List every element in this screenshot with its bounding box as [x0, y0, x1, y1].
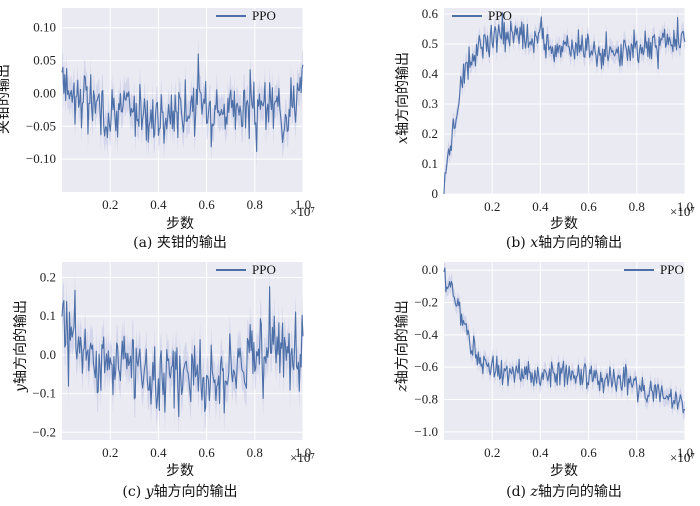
xtick-label: 1.0 [295, 445, 311, 460]
ytick-label: −0.2 [32, 424, 56, 439]
ylabel-c: y轴方向的输出 [10, 300, 30, 392]
ytick-label: −0.6 [414, 359, 438, 374]
legend-b: PPO [452, 8, 512, 24]
xtick-label: 0.4 [150, 445, 167, 460]
series-band-b [444, 8, 685, 194]
chart-d: 0.2 0.4 0.6 0.8 1.0 0.0 −0.2 −0.4 −0.6 −0.8 −1.0 [414, 262, 693, 460]
ytick-label: 0.05 [33, 53, 56, 68]
series-line-b [443, 12, 686, 195]
ytick-label: 0.3 [422, 96, 438, 111]
xtick-label: 0.4 [150, 197, 167, 212]
legend-label-d: PPO [660, 262, 684, 277]
legend-swatch-b [452, 15, 482, 17]
ylabel-var-d: z [394, 384, 411, 392]
series-line-c [61, 286, 304, 418]
xlabel-d: 步数 [550, 463, 578, 479]
caption-b-post: 轴方向的输出 [538, 235, 623, 251]
ylabel-text-b: 轴方向的输出 [394, 52, 411, 137]
caption-b-var: x [530, 235, 539, 251]
xtick-label: 0.2 [102, 197, 118, 212]
ylabel-var-b: x [394, 136, 411, 144]
caption-c-post: 轴方向的输出 [153, 484, 238, 500]
ylabel-d: z轴方向的输出 [392, 300, 412, 391]
ytick-label: 0.1 [40, 308, 56, 323]
chart-c: 0.2 0.4 0.6 0.8 1.0 0.2 0.1 0.0 −0.1 −0.2 [32, 262, 311, 460]
ylabel-text-c: 轴方向的输出 [12, 300, 29, 385]
xlabel-b: 步数 [550, 216, 578, 232]
xtick-label: 0.2 [484, 445, 500, 460]
multiplier-b: ×10⁷ [670, 204, 695, 219]
ylabel-var-c: y [12, 384, 29, 392]
ytick-label: 0.2 [40, 269, 56, 284]
xtick-label: 0.8 [629, 445, 645, 460]
ytick-label: 0.4 [422, 66, 439, 81]
chart-a: 0.2 0.4 0.6 0.8 1.0 0.10 0.05 0.00 −0.05 −0.10 [26, 8, 311, 212]
multiplier-c: ×10⁷ [290, 450, 315, 465]
legend-swatch-d [624, 269, 654, 271]
xtick-label: 1.0 [295, 197, 311, 212]
legend-a: PPO [216, 8, 276, 24]
legend-c: PPO [216, 262, 276, 278]
caption-a: (a) 夹钳的输出 [133, 235, 227, 251]
series-line-a [61, 53, 304, 153]
ytick-label: 0.6 [422, 6, 439, 21]
ytick-label: 0.00 [33, 85, 56, 100]
ytick-label: −0.8 [414, 392, 438, 407]
legend-label-a: PPO [252, 8, 276, 23]
multiplier-d: ×10⁷ [670, 450, 695, 465]
chart-b: 0.2 0.4 0.6 0.8 1.0 0.6 0.5 0.4 0.3 0.2 0.1 0 [422, 6, 693, 214]
caption-d-pre: (d) [506, 484, 531, 500]
legend-swatch-c [216, 269, 246, 271]
xtick-label: 0.6 [198, 197, 215, 212]
series-band-c [62, 267, 303, 437]
ytick-label: −0.1 [32, 386, 56, 401]
series-line-d [443, 267, 686, 414]
ytick-label: 0.0 [40, 347, 56, 362]
ytick-label: −1.0 [414, 424, 438, 439]
ytick-label: 0.1 [422, 156, 438, 171]
ytick-label: 0.2 [422, 126, 438, 141]
ytick-label: −0.05 [26, 118, 56, 133]
ytick-label: 0 [432, 186, 439, 201]
ylabel-b: x轴方向的输出 [392, 52, 412, 144]
caption-b: (b) x轴方向的输出 [484, 232, 644, 252]
legend-swatch-a [216, 15, 246, 17]
ytick-label: −0.2 [414, 294, 438, 309]
caption-d: (d) z轴方向的输出 [484, 481, 644, 501]
xtick-label: 0.8 [247, 197, 263, 212]
caption-c-var: y [145, 484, 154, 500]
xtick-label: 0.2 [484, 199, 500, 214]
ytick-label: −0.4 [414, 327, 438, 342]
xtick-label: 0.4 [532, 199, 549, 214]
legend-label-c: PPO [252, 262, 276, 277]
xtick-label: 0.6 [580, 199, 597, 214]
ylabel-text-d: 轴方向的输出 [394, 300, 411, 385]
legend-label-b: PPO [488, 8, 512, 23]
ytick-label: 0.10 [33, 20, 56, 35]
ylabel-a: 夹钳的输出 [0, 64, 12, 134]
multiplier-a: ×10⁷ [290, 204, 315, 219]
ytick-label: 0.0 [422, 262, 438, 277]
caption-b-pre: (b) [505, 235, 531, 251]
caption-c-pre: (c) [122, 484, 146, 500]
ytick-label: −0.10 [26, 151, 56, 166]
xlabel-c: 步数 [166, 463, 194, 479]
xtick-label: 0.6 [198, 445, 215, 460]
series-band-a [62, 37, 303, 168]
xtick-label: 1.0 [677, 445, 693, 460]
xlabel-a: 步数 [166, 216, 194, 232]
caption-d-post: 轴方向的输出 [537, 484, 622, 500]
plot-area-d [444, 262, 685, 440]
xtick-label: 0.4 [532, 445, 549, 460]
ytick-label: 0.5 [422, 36, 438, 51]
xtick-label: 1.0 [677, 199, 693, 214]
series-band-d [444, 262, 685, 422]
legend-d: PPO [624, 262, 684, 278]
xtick-label: 0.6 [580, 445, 597, 460]
xtick-label: 0.8 [629, 199, 645, 214]
xtick-label: 0.2 [102, 445, 118, 460]
caption-d-var: z [530, 484, 538, 500]
caption-c: (c) y轴方向的输出 [100, 481, 260, 501]
xtick-label: 0.8 [247, 445, 263, 460]
